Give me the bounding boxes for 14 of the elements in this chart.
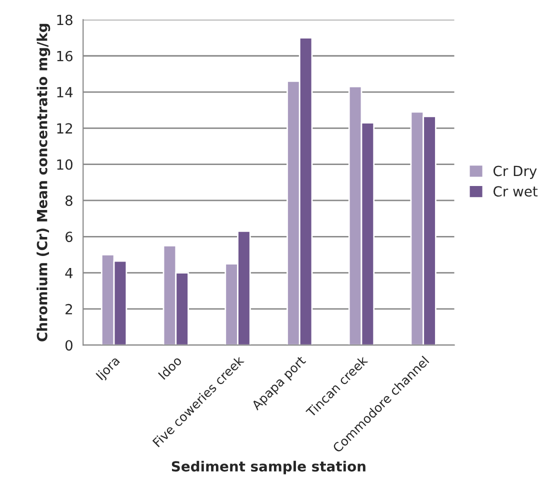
y-tick-label: 2 bbox=[66, 304, 72, 314]
y-tick-label: 14 bbox=[57, 87, 73, 98]
y-tick-label: 10 bbox=[57, 159, 72, 170]
legend-label: Cr Dry bbox=[493, 166, 537, 179]
y-axis-title: Chromium (Cr) Mean concentratio mg/kg bbox=[36, 24, 50, 342]
y-tick-label: 0 bbox=[65, 340, 72, 351]
x-axis-title: Sediment sample station bbox=[172, 460, 366, 474]
y-tick-label: 16 bbox=[57, 50, 73, 62]
legend-label: Cr wet bbox=[493, 186, 538, 197]
y-tick-label: 18 bbox=[57, 14, 72, 26]
y-tick-label: 4 bbox=[65, 268, 73, 278]
y-tick-label: 6 bbox=[66, 232, 73, 242]
y-tick-label: 12 bbox=[57, 123, 72, 134]
y-tick-label: 8 bbox=[65, 195, 72, 206]
